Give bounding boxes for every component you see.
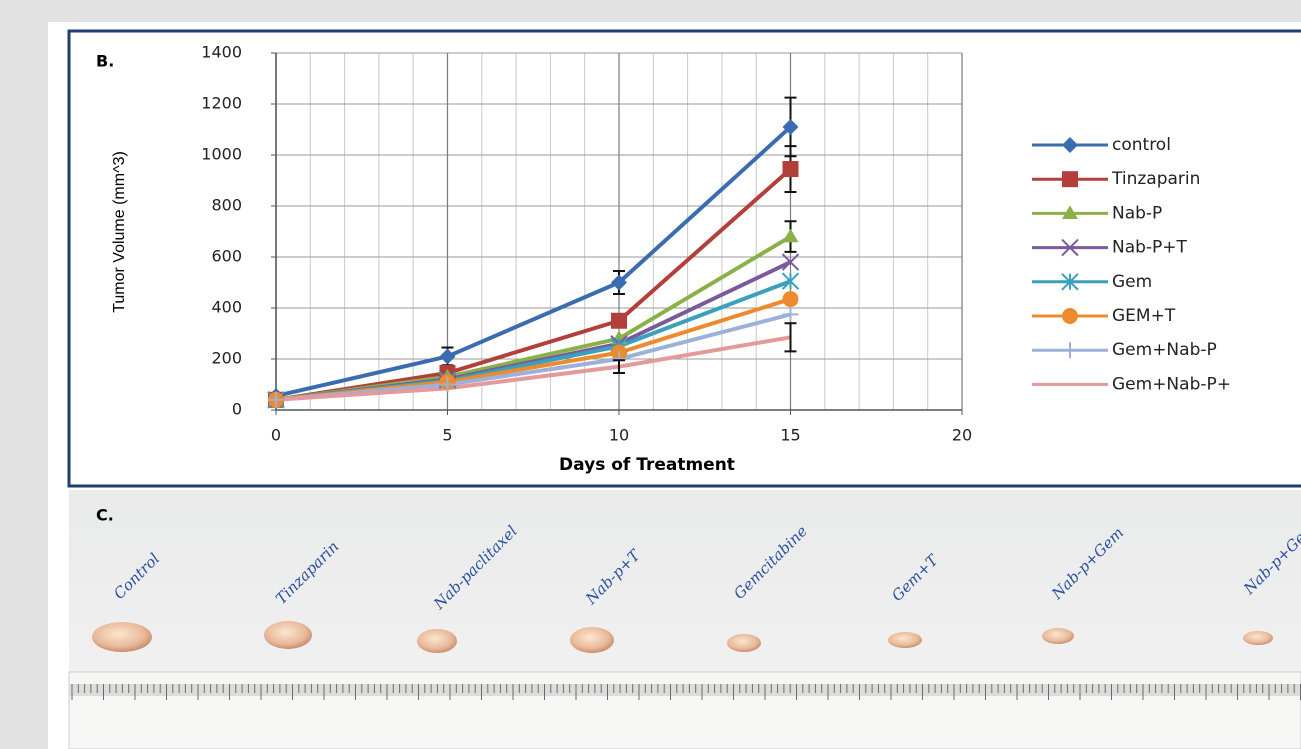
data-point <box>783 291 799 307</box>
y-axis-label: Tumor Volume (mm^3) <box>111 151 128 313</box>
y-tick-label: 1200 <box>201 94 242 113</box>
tumor <box>888 632 922 648</box>
tumor <box>1243 631 1273 645</box>
ruler-scale <box>69 684 1301 696</box>
x-tick-label: 5 <box>442 426 452 445</box>
x-tick-label: 20 <box>952 426 972 445</box>
tumor <box>570 627 614 653</box>
legend-label: Nab-P+T <box>1112 238 1188 258</box>
y-tick-label: 1400 <box>201 43 242 62</box>
legend-label: GEM+T <box>1112 306 1176 326</box>
tumor <box>417 629 457 653</box>
legend-marker <box>1062 171 1078 187</box>
legend-marker <box>1062 308 1078 324</box>
y-tick-label: 800 <box>211 196 242 215</box>
panel-b-frame <box>69 31 1301 486</box>
tumor <box>264 621 312 649</box>
y-tick-label: 1000 <box>201 145 242 164</box>
panel-label: C. <box>96 506 114 525</box>
y-tick-label: 600 <box>211 247 242 266</box>
figure: B. Tumor Volume (mm^3) Days of Treatment… <box>0 0 1301 749</box>
y-tick-label: 400 <box>211 298 242 317</box>
legend-label: control <box>1112 135 1171 155</box>
tumor <box>92 622 152 652</box>
y-tick-label: 0 <box>232 400 242 419</box>
legend-label: Tinzaparin <box>1111 169 1200 189</box>
page: B. Tumor Volume (mm^3) Days of Treatment… <box>0 0 1301 749</box>
legend-label: Nab-P <box>1112 203 1162 223</box>
x-tick-label: 0 <box>271 426 281 445</box>
x-tick-label: 10 <box>609 426 629 445</box>
tumor <box>1042 628 1074 644</box>
panel-label: B. <box>96 52 114 71</box>
x-tick-label: 15 <box>780 426 800 445</box>
ruler <box>69 672 1301 749</box>
data-point <box>783 161 799 177</box>
y-tick-label: 200 <box>211 349 242 368</box>
x-axis-label: Days of Treatment <box>559 455 735 475</box>
data-point <box>611 313 627 329</box>
legend-label: Gem <box>1112 272 1152 292</box>
tumor <box>727 634 761 652</box>
legend-label: Gem+Nab-P+ <box>1112 374 1231 394</box>
legend-label: Gem+Nab-P <box>1112 340 1217 360</box>
